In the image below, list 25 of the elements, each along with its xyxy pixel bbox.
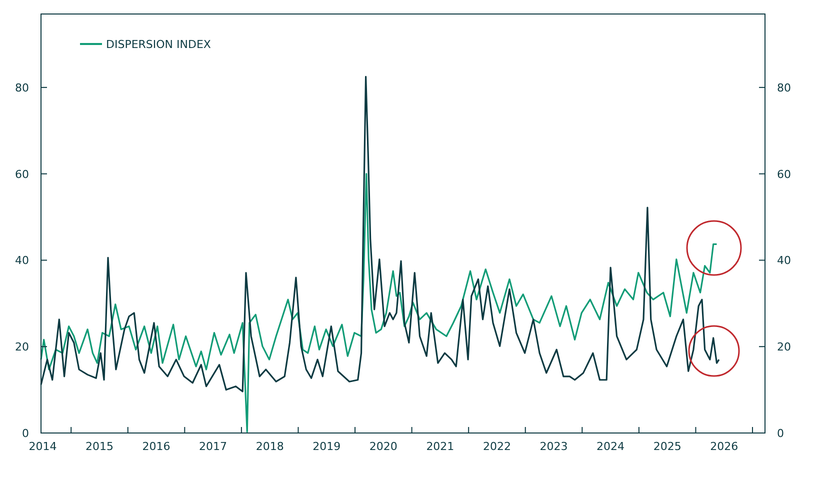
y2-tick-label: 80: [777, 81, 791, 94]
x-tick-label: 2025: [653, 440, 682, 453]
y-tick-label: 60: [15, 168, 29, 181]
x-tick-label: 2018: [256, 440, 284, 453]
x-tick-label: 2014: [28, 440, 57, 453]
y-tick-label: 40: [15, 254, 29, 268]
x-tick-label: 2017: [199, 440, 228, 453]
y-tick-label: 20: [15, 340, 29, 354]
x-tick-label: 2016: [142, 440, 170, 453]
x-tick-label: 2023: [540, 440, 568, 453]
y2-tick-label: 40: [777, 254, 791, 268]
x-tick-label: 2015: [85, 440, 114, 453]
y2-tick-label: 0: [777, 427, 784, 440]
x-tick-label: 2020: [369, 440, 398, 453]
x-tick-label: 2019: [312, 440, 341, 453]
line-series: [40, 173, 718, 433]
legend-label: DISPERSION INDEX: [106, 38, 212, 51]
y-tick-label: 80: [15, 81, 29, 94]
x-tick-label: 2026: [710, 440, 738, 453]
x-tick-label: 2024: [596, 440, 625, 453]
y-tick-label: 0: [22, 427, 29, 440]
x-tick-label: 2022: [482, 440, 511, 453]
y2-tick-label: 60: [777, 168, 791, 181]
y2-tick-label: 20: [777, 340, 791, 354]
x-tick-label: 2021: [426, 440, 454, 453]
